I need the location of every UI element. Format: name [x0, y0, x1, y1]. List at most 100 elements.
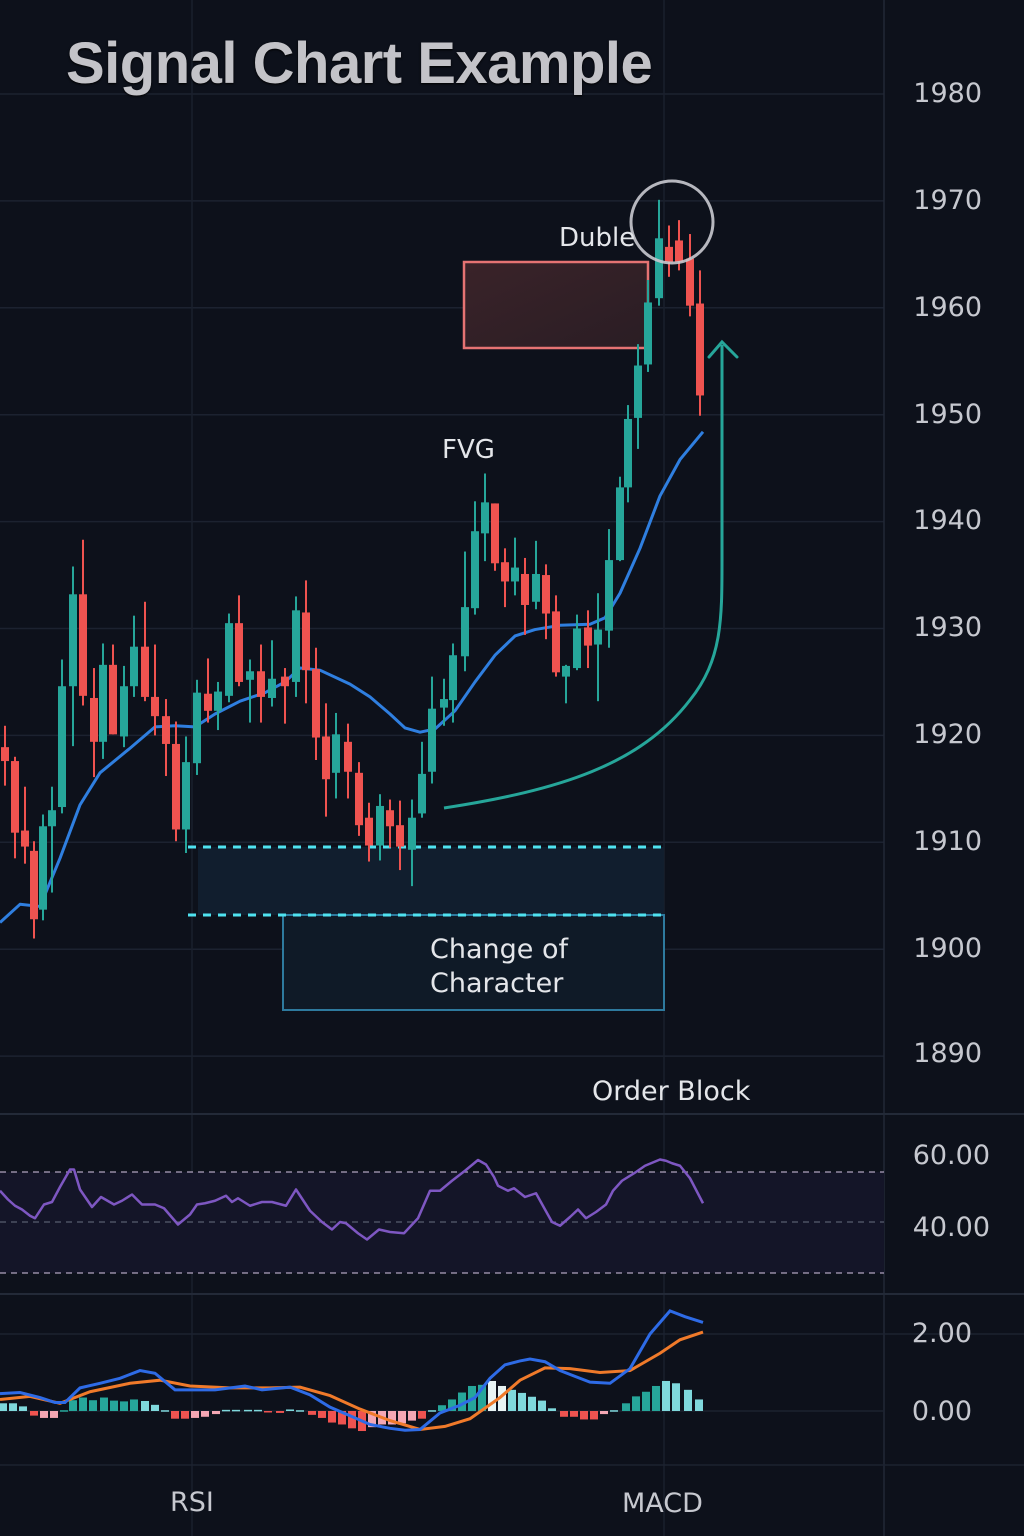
candle-body — [214, 691, 222, 711]
macd-histogram-bar — [264, 1411, 272, 1413]
price-tick-1900: 1900 — [913, 933, 982, 964]
bull-candle — [376, 794, 384, 861]
macd-histogram-bar — [40, 1411, 48, 1418]
candle-body — [109, 664, 117, 735]
macd-histogram-bar — [141, 1400, 149, 1411]
macd-histogram-bar — [368, 1411, 376, 1428]
macd-histogram-bar — [318, 1411, 326, 1418]
candle-body — [696, 303, 704, 396]
bear-candle — [584, 610, 592, 669]
bear-candle — [552, 595, 560, 677]
macd-histogram-bar — [488, 1380, 496, 1411]
chart-title: Signal Chart Example — [66, 31, 653, 96]
annotation-zones — [188, 260, 665, 1011]
macd-histogram-bar — [695, 1399, 703, 1411]
candle-body — [151, 696, 159, 717]
candle-body — [521, 573, 529, 605]
candle-body — [58, 686, 66, 808]
macd-histogram-bar — [498, 1385, 506, 1411]
bear-candle — [665, 225, 673, 277]
bear-candle — [542, 564, 550, 640]
candle-body — [30, 850, 38, 920]
rsi-tick-40: 40.00 — [912, 1212, 990, 1243]
macd-histogram-bar — [79, 1397, 87, 1411]
candle-body — [365, 817, 373, 846]
candle-body — [281, 676, 289, 687]
macd-histogram-bar — [538, 1400, 546, 1411]
bear-candle — [1, 725, 9, 786]
bull-candle — [532, 540, 540, 610]
macd-histogram-bar — [191, 1411, 199, 1418]
macd-histogram-bar — [9, 1403, 17, 1411]
candle-body — [440, 699, 448, 708]
bull-candle — [605, 529, 613, 648]
bear-candle — [257, 644, 265, 723]
macd-histogram-bar — [548, 1408, 556, 1411]
candle-body — [573, 628, 581, 669]
bull-candle — [225, 613, 233, 703]
price-tick-1940: 1940 — [913, 505, 982, 536]
moving-average — [0, 430, 705, 924]
bear-candle — [109, 644, 117, 735]
bear-candle — [204, 658, 212, 723]
candle-body — [594, 629, 602, 645]
bull-candle — [332, 712, 340, 799]
double-top-label: Duble — [559, 223, 636, 253]
bear-candle — [501, 548, 509, 608]
macd-histogram-bar — [570, 1411, 578, 1417]
macd-histogram-bar — [338, 1411, 346, 1425]
macd-histogram-bar — [438, 1405, 446, 1411]
candle-body — [408, 817, 416, 850]
bull-candle — [471, 501, 479, 615]
candle-body — [396, 825, 404, 847]
order-block-label: Order Block — [592, 1076, 751, 1107]
candle-body — [355, 772, 363, 826]
bull-candle — [634, 344, 642, 449]
bear-candle — [79, 539, 87, 706]
price-tick-1980: 1980 — [913, 78, 982, 109]
bear-candle — [162, 699, 170, 777]
candle-body — [584, 627, 592, 646]
choch-zone — [198, 847, 664, 915]
candle-body — [79, 594, 87, 696]
candle-body — [386, 810, 394, 827]
rsi-pane-label: RSI — [170, 1487, 214, 1518]
candle-body — [193, 692, 201, 764]
candle-body — [332, 734, 340, 773]
order-block-zone — [462, 260, 650, 350]
candle-body — [449, 655, 457, 701]
choch-line-1: Change of — [430, 934, 568, 965]
candle-body — [11, 761, 19, 833]
macd-line — [0, 1309, 704, 1432]
rsi-line — [0, 1158, 705, 1241]
macd-histogram-bar — [222, 1409, 230, 1412]
candle-body — [665, 246, 673, 262]
candle-body — [552, 611, 560, 673]
bear-candle — [322, 703, 330, 817]
macd-histogram-bar — [0, 1403, 7, 1411]
macd-histogram-bar — [120, 1401, 128, 1411]
bear-candle — [386, 799, 394, 848]
macd-histogram-bar — [684, 1389, 692, 1411]
bull-candle — [99, 643, 107, 759]
bull-candle — [48, 786, 56, 893]
candlestick-series — [1, 199, 704, 939]
candle-body — [141, 646, 149, 697]
fvg-label: FVG — [442, 435, 495, 465]
bear-candle — [21, 786, 29, 864]
candle-body — [562, 665, 570, 677]
bull-candle — [573, 614, 581, 671]
bull-candle — [418, 741, 426, 818]
macd-histogram-bar — [448, 1399, 456, 1411]
macd-histogram-bar — [181, 1411, 189, 1419]
candle-body — [268, 678, 276, 698]
rsi-pane — [0, 1158, 884, 1274]
macd-histogram-bar — [642, 1391, 650, 1411]
macd-histogram-bar — [69, 1400, 77, 1411]
macd-histogram-bar — [100, 1397, 108, 1411]
macd-histogram-bar — [244, 1409, 252, 1412]
bear-candle — [491, 503, 499, 571]
candle-body — [616, 487, 624, 561]
bear-candle — [141, 601, 149, 702]
